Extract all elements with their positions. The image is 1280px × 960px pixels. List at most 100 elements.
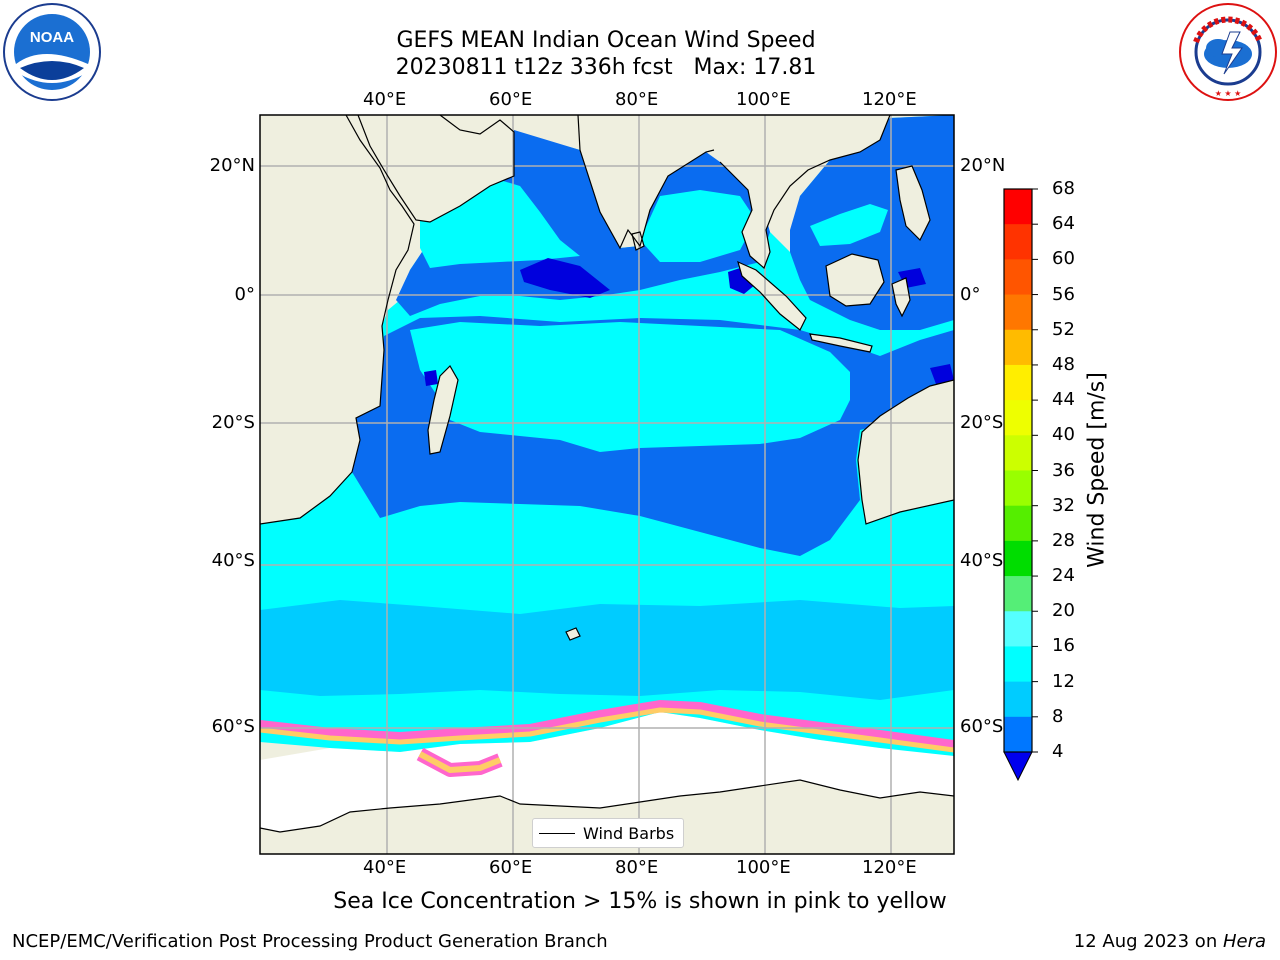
sea-ice-band — [260, 700, 954, 777]
nws-logo-icon: ★ ★ ★ — [1178, 2, 1278, 106]
colorbar-segment — [1004, 716, 1032, 753]
lat-tick-right: 20°S — [960, 412, 1004, 433]
lat-tick-left: 20°N — [209, 155, 255, 176]
colorbar-tick-label: 52 — [1052, 318, 1075, 340]
land-sulawesi — [892, 278, 910, 316]
lon-tick-top: 120°E — [862, 89, 917, 110]
colorbar-segment — [1004, 329, 1032, 366]
ocean-band-light-tropical — [410, 322, 850, 452]
colorbar-under-arrow — [1003, 751, 1033, 782]
lon-tick-bottom: 120°E — [862, 857, 917, 878]
colorbar-tick-label: 44 — [1052, 389, 1075, 411]
colorbar-label: Wind Speed [m/s] — [1084, 372, 1110, 568]
colorbar-segment — [1004, 294, 1032, 331]
colorbar — [1003, 188, 1038, 782]
colorbar-segment — [1004, 540, 1032, 577]
colorbar-tick-label: 12 — [1052, 670, 1075, 692]
svg-text:NOAA: NOAA — [30, 29, 74, 46]
colorbar-tick-label: 36 — [1052, 459, 1075, 481]
map-frame — [260, 115, 954, 854]
colorbar-tick-label: 60 — [1052, 248, 1075, 270]
colorbar-tick-label: 32 — [1052, 494, 1075, 516]
land-antarctica — [260, 780, 954, 854]
colorbar-segment — [1004, 189, 1032, 225]
ice-edge-outer — [260, 700, 954, 752]
lat-tick-left: 40°S — [211, 550, 255, 571]
land-se-asia — [720, 115, 890, 268]
lat-tick-left: 0° — [234, 284, 255, 305]
ocean-max-patch-4 — [930, 364, 954, 384]
credit-text: NCEP/EMC/Verification Post Processing Pr… — [12, 931, 608, 952]
colorbar-segment — [1004, 576, 1032, 612]
colorbar-segment — [1004, 681, 1032, 718]
colorbar-segment — [1004, 364, 1032, 401]
colorbar-segment — [1004, 505, 1032, 542]
colorbar-segment — [1004, 470, 1032, 507]
colorbar-segment — [1004, 611, 1032, 647]
ocean-max-patch-5 — [424, 370, 438, 386]
barb-legend-swatch — [539, 832, 575, 834]
map-border — [259, 114, 955, 855]
colorbar-tick-label: 48 — [1052, 353, 1075, 375]
land-arabia — [358, 115, 514, 222]
colorbar-tick-label: 64 — [1052, 213, 1075, 235]
ice-tongue-core — [418, 751, 502, 773]
lat-tick-right: 0° — [960, 284, 981, 305]
colorbar-segment — [1004, 400, 1032, 436]
land-java — [810, 334, 872, 352]
land-india — [578, 115, 720, 248]
colorbar-segment — [1004, 646, 1032, 683]
ocean-band-mid — [260, 600, 954, 700]
colorbar-tick-label: 56 — [1052, 283, 1075, 305]
southern-white-area — [260, 712, 954, 832]
legend-label: Wind Barbs — [583, 823, 675, 843]
lon-tick-top: 100°E — [736, 89, 791, 110]
lat-tick-right: 60°S — [960, 716, 1004, 737]
land-australia — [858, 380, 954, 524]
ocean-region-strong-north — [396, 130, 770, 316]
colorbar-tick-label: 4 — [1052, 741, 1064, 762]
colorbar-tick-label: 28 — [1052, 529, 1075, 551]
colorbar-segment — [1004, 259, 1032, 296]
colorbar-segment — [1004, 435, 1032, 471]
lat-tick-left: 20°S — [211, 412, 255, 433]
lat-tick-right: 20°N — [960, 155, 1006, 176]
lon-tick-bottom: 80°E — [615, 857, 659, 878]
coastlines — [260, 115, 954, 833]
colorbar-tick-label: 20 — [1052, 600, 1075, 622]
colorbar-tick-label: 40 — [1052, 424, 1075, 446]
land-sumatra — [738, 262, 806, 330]
noaa-logo-icon: NOAA — [2, 2, 102, 106]
ice-edge-core — [260, 707, 954, 753]
lon-tick-bottom: 100°E — [736, 857, 791, 878]
colorbar-tick-label: 8 — [1052, 705, 1064, 727]
ocean-max-patch-1 — [520, 258, 610, 298]
colorbar-segment — [1004, 224, 1032, 260]
sea-ice-caption: Sea Ice Concentration > 15% is shown in … — [333, 889, 947, 914]
lon-tick-top: 40°E — [363, 89, 407, 110]
lon-tick-bottom: 40°E — [363, 857, 407, 878]
land-philippines — [896, 166, 930, 240]
land-africa — [260, 115, 414, 524]
graticule — [260, 115, 954, 854]
map-legend: Wind Barbs — [532, 818, 684, 848]
date-text: 12 Aug 2023 on Hera — [1074, 931, 1266, 952]
map-subtitle: 20230811 t12z 336h fcst Max: 17.81 — [395, 55, 817, 80]
land-madagascar — [428, 366, 458, 454]
date-label: 12 Aug 2023 on — [1073, 931, 1223, 952]
lon-tick-bottom: 60°E — [489, 857, 533, 878]
colorbar-tick-label: 16 — [1052, 635, 1075, 657]
lat-tick-right: 40°S — [960, 550, 1004, 571]
ocean-band-light-bay — [640, 190, 756, 262]
land-borneo — [826, 254, 884, 306]
machine-label: Hera — [1222, 931, 1266, 952]
lon-tick-top: 80°E — [615, 89, 659, 110]
svg-text:★ ★ ★: ★ ★ ★ — [1215, 89, 1242, 98]
lat-tick-left: 60°S — [211, 716, 255, 737]
colorbar-tick-label: 24 — [1052, 565, 1075, 587]
colorbar-tick-label: 68 — [1052, 178, 1075, 199]
map-title: GEFS MEAN Indian Ocean Wind Speed — [396, 28, 816, 53]
ocean-band-light-scs — [810, 204, 888, 246]
lon-tick-top: 60°E — [489, 89, 533, 110]
